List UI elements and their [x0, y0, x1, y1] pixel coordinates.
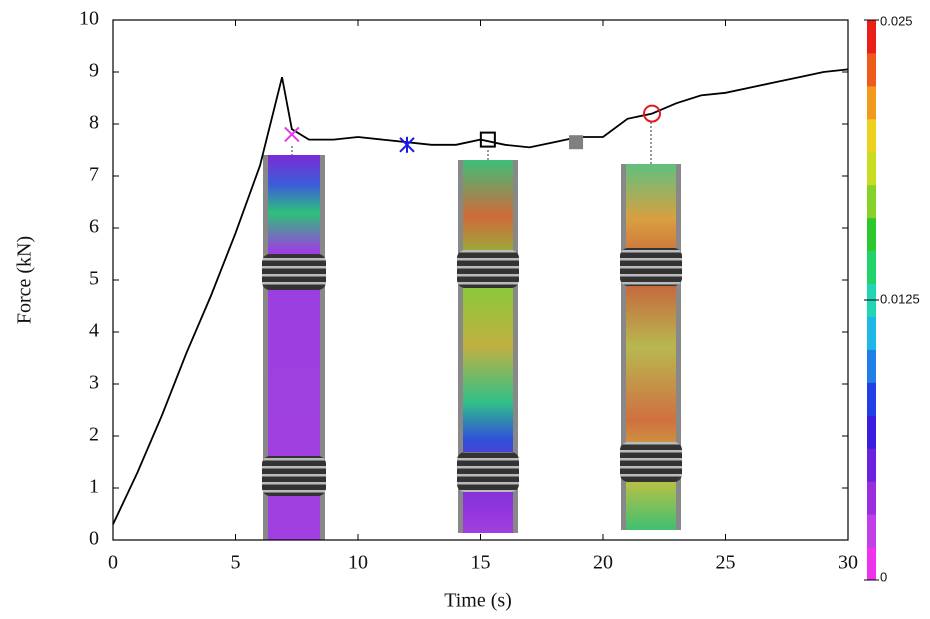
x-axis-label: Time (s): [444, 590, 512, 612]
clamp: [457, 250, 519, 288]
colorbar-step: [867, 20, 876, 54]
y-tick-label: 1: [89, 476, 99, 498]
x-tick-label: 10: [348, 552, 368, 574]
y-tick-label: 9: [89, 60, 99, 82]
colorbar-step: [867, 52, 876, 87]
colorbar-step: [867, 349, 876, 383]
marker: [399, 136, 415, 153]
y-tick-label: 5: [89, 268, 99, 290]
y-tick-label: 8: [89, 112, 99, 134]
colorbar-step: [867, 316, 876, 350]
colorbar-step: [867, 481, 876, 515]
clamp: [620, 248, 682, 286]
colorbar-step: [867, 250, 876, 285]
marker-shape: [479, 131, 496, 148]
marker: [569, 135, 584, 150]
colorbar-step: [867, 547, 876, 581]
colorbar-step: [867, 415, 876, 449]
colorbar-tick-label: 0: [880, 569, 887, 584]
y-tick-label: 7: [89, 164, 99, 186]
y-tick-label: 0: [89, 528, 99, 550]
x-tick-label: 5: [231, 552, 241, 574]
marker-shape: [643, 104, 661, 123]
x-tick-label: 0: [108, 552, 118, 574]
marker: [284, 126, 300, 143]
colorbar-step: [867, 382, 876, 416]
specimen-images: [262, 122, 682, 540]
y-tick-label: 2: [89, 424, 99, 446]
y-tick-label: 3: [89, 372, 99, 394]
y-tick-label: 10: [79, 8, 99, 30]
colorbar-step: [867, 151, 876, 186]
colorbar-step: [867, 514, 876, 548]
y-tick-label: 4: [89, 320, 99, 342]
colorbar-tick-label: 0.0125: [880, 291, 920, 306]
colorbar-step: [867, 448, 876, 482]
marker-stroke: [284, 126, 300, 143]
marker: [643, 104, 661, 123]
y-axis-label: Force (kN): [14, 236, 36, 324]
force-line: [112, 68, 849, 525]
clamp: [457, 452, 519, 492]
colorbar-step: [867, 85, 876, 120]
clamp: [620, 442, 682, 482]
marker-shape: [569, 135, 584, 150]
x-tick-label: 20: [593, 552, 613, 574]
marker: [479, 131, 496, 148]
x-tick-label: 30: [838, 552, 858, 574]
clamp: [262, 254, 326, 290]
colorbar-step: [867, 184, 876, 219]
x-tick-label: 25: [716, 552, 736, 574]
x-tick-label: 15: [471, 552, 491, 574]
colorbar-step: [867, 118, 876, 153]
y-tick-label: 6: [89, 216, 99, 238]
colorbar-tick-label: 0.025: [880, 13, 913, 28]
clamp: [262, 456, 326, 496]
colorbar-step: [867, 217, 876, 252]
